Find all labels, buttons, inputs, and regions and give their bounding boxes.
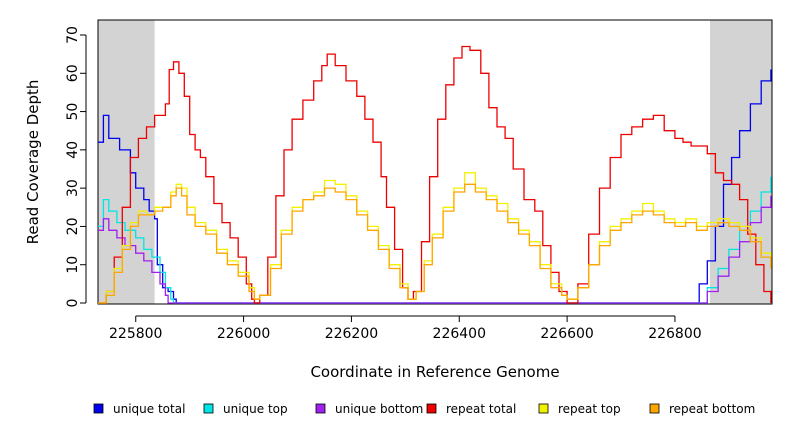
y-tick-label: 0 (65, 299, 81, 308)
x-axis-title: Coordinate in Reference Genome (310, 363, 559, 381)
y-tick-label: 10 (65, 256, 81, 274)
legend-label: unique total (113, 402, 185, 416)
y-tick-label: 30 (65, 179, 81, 197)
axes: 0 10 20 30 40 50 60 70 225800 226000 226200 226400 2… (65, 26, 702, 342)
x-tick-label: 226000 (217, 326, 270, 342)
legend-swatch (538, 403, 549, 414)
y-tick-label: 40 (65, 141, 81, 159)
series-line-repeat-total (98, 45, 772, 304)
shaded-regions (98, 20, 772, 304)
shaded-region-1 (98, 20, 155, 304)
y-tick-label: 50 (65, 103, 81, 121)
legend: unique total unique top unique bottom repea… (93, 402, 755, 416)
plot-frame (97, 19, 773, 305)
legend-item-repeat-top: repeat top (538, 402, 621, 416)
legend-item-unique-total: unique total (93, 402, 185, 416)
y-tick-label: 60 (65, 64, 81, 82)
legend-swatch (93, 403, 104, 414)
y-tick-label: 70 (65, 26, 81, 44)
legend-swatch (203, 403, 214, 414)
legend-label: repeat total (446, 402, 516, 416)
legend-item-unique-top: unique top (203, 402, 288, 416)
legend-label: unique top (223, 402, 288, 416)
x-tick-label: 226400 (433, 326, 486, 342)
y-tick-label: 20 (65, 218, 81, 236)
legend-label: unique bottom (335, 402, 423, 416)
legend-swatch (315, 403, 326, 414)
legend-label: repeat top (558, 402, 621, 416)
series-layer (98, 45, 772, 304)
x-tick-label: 225800 (109, 326, 162, 342)
legend-item-unique-bottom: unique bottom (315, 402, 423, 416)
x-tick-label: 226800 (648, 326, 701, 342)
x-tick-label: 226600 (540, 326, 593, 342)
series-line-repeat-bottom (98, 183, 772, 304)
legend-swatch (649, 403, 660, 414)
x-tick-label: 226200 (325, 326, 378, 342)
y-axis-title: Read Coverage Depth (24, 80, 42, 245)
legend-swatch (426, 403, 437, 414)
legend-label: repeat bottom (669, 402, 755, 416)
legend-item-repeat-total: repeat total (426, 402, 516, 416)
series-line-unique-bottom (98, 195, 772, 304)
series-line-unique-top (98, 176, 772, 304)
legend-item-repeat-bottom: repeat bottom (649, 402, 755, 416)
shaded-region-2 (709, 20, 772, 304)
series-line-unique-total (98, 69, 772, 304)
